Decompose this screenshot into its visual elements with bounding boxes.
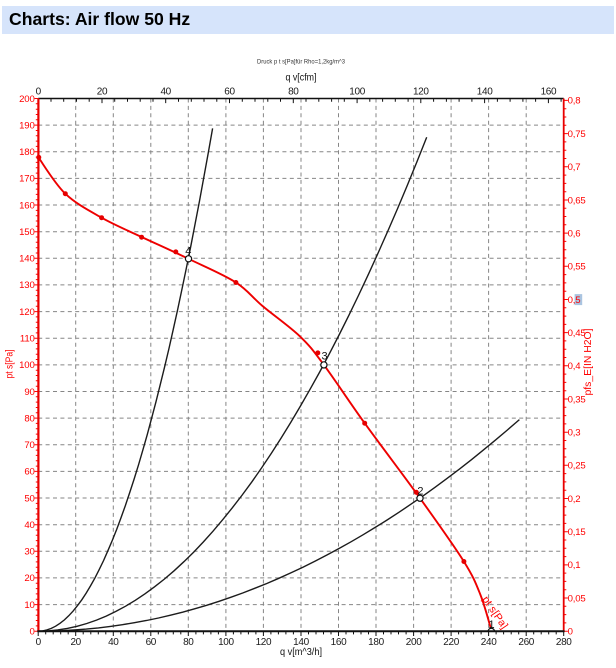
svg-text:0,1: 0,1 bbox=[568, 560, 581, 571]
svg-text:q v[cfm]: q v[cfm] bbox=[286, 72, 317, 84]
svg-text:90: 90 bbox=[24, 387, 34, 398]
svg-text:150: 150 bbox=[19, 227, 34, 238]
svg-text:100: 100 bbox=[218, 637, 234, 648]
svg-text:240: 240 bbox=[481, 637, 497, 648]
svg-text:120: 120 bbox=[413, 86, 429, 97]
svg-text:0,65: 0,65 bbox=[568, 195, 586, 206]
svg-text:120: 120 bbox=[256, 637, 272, 648]
svg-text:pt s[Pa]: pt s[Pa] bbox=[480, 594, 511, 631]
svg-text:190: 190 bbox=[19, 120, 34, 131]
svg-text:0,4: 0,4 bbox=[568, 361, 582, 372]
svg-text:0: 0 bbox=[36, 637, 42, 648]
svg-text:0,2: 0,2 bbox=[568, 494, 581, 505]
svg-text:130: 130 bbox=[19, 280, 34, 291]
svg-text:40: 40 bbox=[24, 520, 34, 531]
svg-text:0: 0 bbox=[36, 86, 42, 97]
svg-text:40: 40 bbox=[108, 637, 119, 648]
svg-text:0,35: 0,35 bbox=[568, 394, 586, 405]
svg-text:0,7: 0,7 bbox=[568, 162, 581, 173]
svg-text:0,25: 0,25 bbox=[568, 461, 586, 472]
svg-text:140: 140 bbox=[293, 637, 309, 648]
svg-text:80: 80 bbox=[24, 413, 34, 424]
svg-text:0: 0 bbox=[568, 627, 573, 638]
svg-text:280: 280 bbox=[556, 637, 572, 648]
svg-text:140: 140 bbox=[477, 86, 493, 97]
svg-text:Druck p t s[Pa]für Rho=1,2kg/m: Druck p t s[Pa]für Rho=1,2kg/m^3 bbox=[257, 59, 345, 66]
svg-text:0,8: 0,8 bbox=[568, 96, 581, 107]
svg-text:100: 100 bbox=[349, 86, 365, 97]
svg-text:140: 140 bbox=[19, 254, 34, 265]
svg-text:260: 260 bbox=[518, 637, 534, 648]
svg-text:180: 180 bbox=[19, 147, 34, 158]
svg-text:pt s[Pa]: pt s[Pa] bbox=[5, 349, 16, 378]
svg-text:q v[m^3/h]: q v[m^3/h] bbox=[280, 646, 322, 658]
svg-text:0,45: 0,45 bbox=[568, 328, 586, 339]
svg-text:70: 70 bbox=[24, 440, 34, 451]
svg-text:2: 2 bbox=[417, 486, 423, 498]
svg-text:0,15: 0,15 bbox=[568, 527, 586, 538]
svg-text:10: 10 bbox=[24, 600, 34, 611]
svg-text:4: 4 bbox=[185, 246, 191, 258]
svg-text:60: 60 bbox=[224, 86, 235, 97]
svg-text:160: 160 bbox=[541, 86, 557, 97]
svg-text:0,05: 0,05 bbox=[568, 593, 586, 604]
svg-text:1: 1 bbox=[488, 619, 494, 631]
svg-text:60: 60 bbox=[146, 637, 157, 648]
svg-text:180: 180 bbox=[368, 637, 384, 648]
svg-text:100: 100 bbox=[19, 360, 34, 371]
svg-text:3: 3 bbox=[322, 350, 328, 362]
svg-text:0,55: 0,55 bbox=[568, 262, 586, 273]
svg-text:50: 50 bbox=[24, 493, 34, 504]
svg-text:80: 80 bbox=[288, 86, 299, 97]
svg-text:20: 20 bbox=[97, 86, 108, 97]
svg-text:30: 30 bbox=[24, 547, 34, 558]
svg-text:200: 200 bbox=[406, 637, 422, 648]
svg-text:0: 0 bbox=[29, 627, 34, 638]
svg-text:160: 160 bbox=[331, 637, 347, 648]
svg-text:0,75: 0,75 bbox=[568, 129, 586, 140]
svg-text:40: 40 bbox=[160, 86, 171, 97]
svg-text:200: 200 bbox=[19, 94, 34, 105]
svg-text:160: 160 bbox=[19, 200, 34, 211]
svg-text:0,6: 0,6 bbox=[568, 228, 581, 239]
svg-text:110: 110 bbox=[20, 334, 35, 345]
svg-text:220: 220 bbox=[443, 637, 459, 648]
svg-text:120: 120 bbox=[19, 307, 34, 318]
svg-text:pfs_E[IN H2O]: pfs_E[IN H2O] bbox=[583, 328, 594, 395]
svg-text:20: 20 bbox=[24, 573, 34, 584]
svg-text:60: 60 bbox=[24, 467, 34, 478]
svg-text:0,5: 0,5 bbox=[568, 295, 581, 306]
svg-text:0,3: 0,3 bbox=[568, 428, 581, 439]
svg-text:170: 170 bbox=[19, 174, 34, 185]
svg-text:80: 80 bbox=[183, 637, 194, 648]
svg-text:20: 20 bbox=[70, 637, 81, 648]
